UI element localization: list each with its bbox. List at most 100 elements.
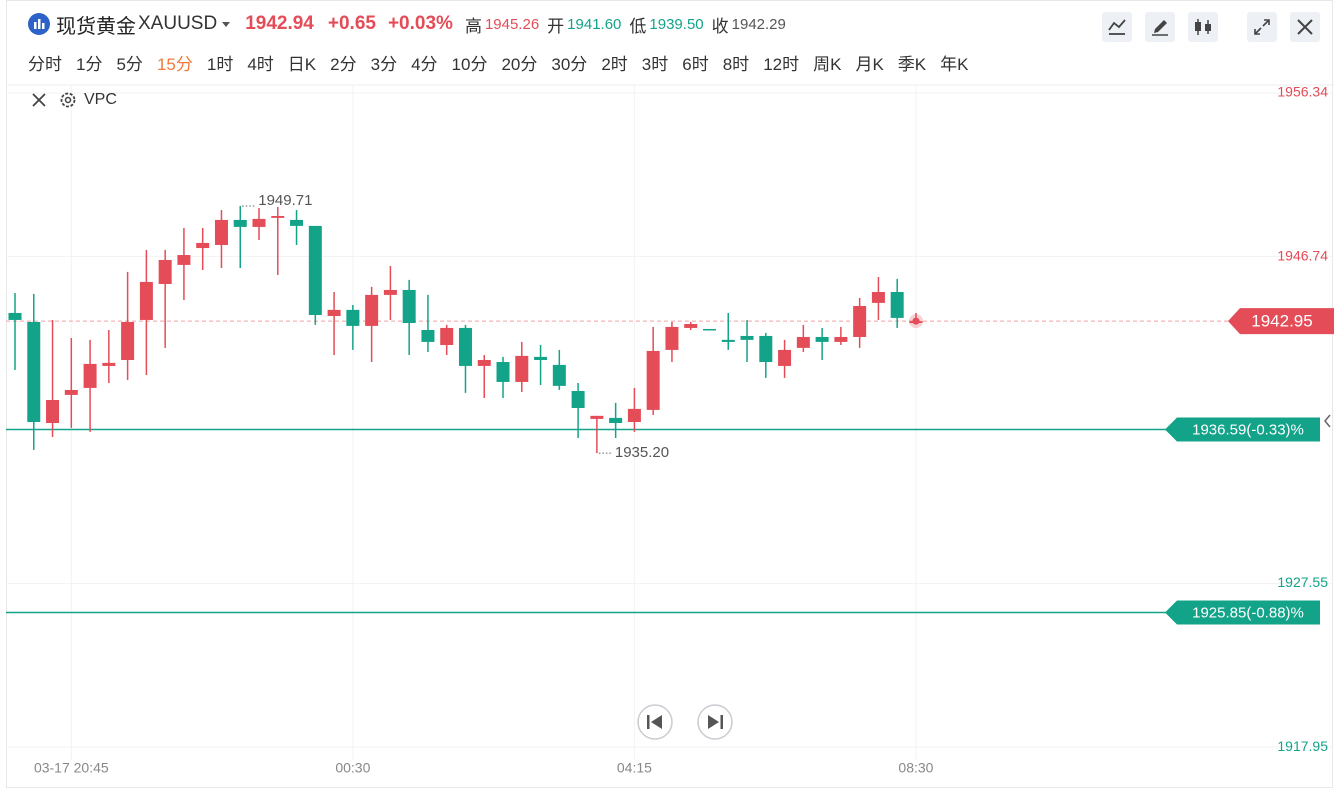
candle-body <box>627 408 641 422</box>
candle-body <box>440 327 454 345</box>
timeframe[interactable]: 月K <box>855 55 884 74</box>
candle-body <box>139 281 153 320</box>
price-line-label: 1925.85(-0.88)% <box>1192 604 1304 621</box>
candle-body <box>327 309 341 317</box>
candle-body <box>552 364 566 386</box>
x-tick-label: 03-17 20:45 <box>34 760 109 776</box>
prev-button[interactable] <box>637 704 673 740</box>
price-line-tag <box>1165 417 1320 442</box>
next-button[interactable] <box>697 704 733 740</box>
timeframe[interactable]: 分时 <box>28 55 62 74</box>
candle-body <box>121 321 135 360</box>
timeframe[interactable]: 2分 <box>330 55 357 74</box>
candle-body <box>721 339 735 342</box>
candle-body <box>834 336 848 342</box>
x-tick-label: 08:30 <box>898 760 933 776</box>
timeframe-bar: 分时 1分 5分 15分 1时 4时 日K 2分 3分 4分 10分 20分 30分 2时 3时 6时 8时 12… <box>28 50 982 75</box>
candle-body <box>778 349 792 366</box>
timeframe[interactable]: 季K <box>897 55 927 74</box>
candle-body <box>421 329 435 342</box>
timeframe[interactable]: 30分 <box>551 55 588 74</box>
timeframe[interactable]: 3时 <box>641 55 669 74</box>
candle-body <box>609 417 623 424</box>
timeframe[interactable]: 1时 <box>206 55 234 74</box>
indicator-row: VPC <box>28 90 117 110</box>
tool-draw[interactable] <box>1145 12 1175 42</box>
candle-body <box>740 335 754 340</box>
timeframe[interactable]: 12时 <box>763 55 800 74</box>
indicator-name: VPC <box>84 91 117 108</box>
candle-body <box>8 312 22 320</box>
candle-body <box>383 289 397 295</box>
stat-value: 1945.26 <box>484 15 540 33</box>
price: 1942.94 <box>245 13 314 34</box>
candle-body <box>402 289 416 324</box>
price-line-tag <box>1165 600 1320 625</box>
timeframe[interactable]: 3分 <box>370 55 398 74</box>
timeframe[interactable]: 8时 <box>722 55 750 74</box>
candle-body <box>684 324 698 328</box>
timeframe[interactable]: 1分 <box>76 55 103 74</box>
candle-body <box>177 255 191 265</box>
candle-body <box>477 359 491 366</box>
indicator-settings[interactable] <box>58 90 78 110</box>
candle-body <box>233 219 247 227</box>
y-tick-label: 1956.34 <box>1277 84 1328 100</box>
last-price-label: 1942.95 <box>1251 312 1312 331</box>
price-line-label: 1936.59(-0.33)% <box>1192 421 1304 438</box>
candle-body <box>871 291 885 303</box>
chart-frame <box>6 0 1333 788</box>
candle-body <box>665 326 679 350</box>
timeframe[interactable]: 5分 <box>116 55 143 74</box>
symbol[interactable]: XAUUSD <box>138 13 218 34</box>
candle-body <box>158 259 172 284</box>
candle-body <box>759 335 773 363</box>
candle-body <box>346 309 360 326</box>
candle-body <box>458 327 472 366</box>
tool-candle[interactable] <box>1188 12 1218 42</box>
tool-fullscreen[interactable] <box>1247 12 1277 42</box>
timeframe[interactable]: 年K <box>940 55 969 74</box>
candle-body <box>534 356 548 360</box>
dropdown-arrow[interactable] <box>221 19 231 29</box>
collapse-arrow[interactable] <box>1324 414 1331 428</box>
candle-body <box>590 415 604 419</box>
timeframe[interactable]: 2时 <box>601 55 628 74</box>
candle-body <box>196 242 210 249</box>
candle-body <box>890 291 904 318</box>
high-label: 1949.71 <box>258 192 312 209</box>
last-price-tag <box>1228 308 1334 335</box>
tool-close[interactable] <box>1290 12 1320 42</box>
last-price-dot <box>912 317 920 325</box>
timeframe[interactable]: 20分 <box>501 55 538 74</box>
candle-body <box>496 362 510 382</box>
timeframe[interactable]: 日K <box>287 55 317 74</box>
timeframe[interactable]: 6时 <box>682 55 709 74</box>
timeframe[interactable]: 4分 <box>411 55 438 74</box>
x-tick-label: 04:15 <box>617 760 652 776</box>
change-pct: +0.03% <box>387 13 453 34</box>
stat-label: 高 <box>464 16 482 36</box>
tool-line[interactable] <box>1102 12 1132 42</box>
timeframe[interactable]: 4时 <box>247 55 274 74</box>
low-label: 1935.20 <box>615 444 669 461</box>
candle-body <box>646 350 660 410</box>
header: 现货黄金 XAUUSD 1942.94 +0.65 +0.03% 高 1945.… <box>28 10 794 38</box>
candle-body <box>515 355 529 382</box>
timeframe[interactable]: 10分 <box>451 55 488 74</box>
candle-body <box>796 336 810 348</box>
timeframe[interactable]: 15分 <box>156 55 193 74</box>
candle-body <box>46 400 60 424</box>
candle-body <box>271 216 285 218</box>
timeframe[interactable]: 周K <box>813 55 842 74</box>
candle-body <box>83 363 97 388</box>
y-tick-label: 1927.55 <box>1277 574 1328 590</box>
y-tick-label: 1917.95 <box>1277 738 1328 754</box>
candle-body <box>853 305 867 337</box>
remove-indicator[interactable] <box>30 91 48 109</box>
candle-body <box>64 389 78 395</box>
candle-body <box>308 225 322 315</box>
stat-label: 开 <box>547 16 565 36</box>
candle-body <box>290 219 304 226</box>
